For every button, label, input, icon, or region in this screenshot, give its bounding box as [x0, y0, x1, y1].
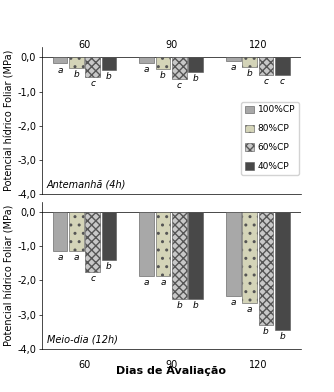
Text: a: a	[144, 65, 150, 74]
Text: a: a	[247, 305, 253, 314]
Text: b: b	[193, 74, 198, 83]
Text: 60: 60	[78, 360, 91, 370]
Text: Meio-dia (12h): Meio-dia (12h)	[47, 334, 118, 345]
Bar	[275, 212, 290, 330]
Text: a: a	[230, 64, 236, 73]
Text: c: c	[90, 79, 95, 88]
Bar	[242, 212, 257, 303]
Text: c: c	[90, 274, 95, 283]
Text: b: b	[279, 332, 285, 341]
Bar	[172, 212, 187, 299]
Bar	[259, 57, 273, 75]
Text: 120: 120	[248, 40, 267, 50]
Y-axis label: Potencial hídrico Foliar (MPa): Potencial hídrico Foliar (MPa)	[4, 205, 14, 346]
Y-axis label: Potencial hídrico Foliar (MPa): Potencial hídrico Foliar (MPa)	[4, 50, 14, 191]
Bar	[156, 57, 170, 69]
Bar	[86, 212, 100, 272]
Bar	[69, 57, 84, 68]
X-axis label: Dias de Avaliação: Dias de Avaliação	[116, 366, 226, 376]
Text: b: b	[193, 301, 198, 310]
Bar	[226, 57, 241, 62]
Bar	[139, 57, 154, 63]
Text: c: c	[177, 81, 182, 90]
Bar	[188, 57, 203, 72]
Bar	[86, 57, 100, 77]
Bar	[275, 57, 290, 75]
Text: b: b	[160, 71, 166, 80]
Bar	[53, 212, 67, 251]
Text: a: a	[57, 65, 63, 74]
Text: 90: 90	[165, 40, 177, 50]
Bar	[242, 57, 257, 67]
Text: b: b	[106, 73, 112, 82]
Text: 60: 60	[78, 40, 91, 50]
Text: a: a	[74, 253, 79, 262]
Bar	[69, 212, 84, 251]
Text: a: a	[57, 253, 63, 262]
Text: Antemanhã (4h): Antemanhã (4h)	[47, 180, 126, 190]
Bar	[53, 57, 67, 64]
Text: c: c	[280, 77, 285, 86]
Text: b: b	[176, 301, 182, 310]
Text: a: a	[230, 298, 236, 307]
Bar	[139, 212, 154, 276]
Text: 90: 90	[165, 360, 177, 370]
Text: a: a	[144, 278, 150, 287]
Text: 120: 120	[248, 360, 267, 370]
Text: c: c	[264, 77, 269, 86]
Bar	[172, 57, 187, 78]
Bar	[156, 212, 170, 276]
Bar	[188, 212, 203, 299]
Text: b: b	[247, 69, 253, 78]
Text: b: b	[263, 327, 269, 336]
Bar	[259, 212, 273, 325]
Text: a: a	[160, 278, 166, 287]
Bar	[102, 57, 116, 70]
Bar	[226, 212, 241, 296]
Text: b: b	[106, 262, 112, 271]
Text: b: b	[73, 70, 79, 79]
Legend: 100%CP, 80%CP, 60%CP, 40%CP: 100%CP, 80%CP, 60%CP, 40%CP	[241, 102, 299, 175]
Bar	[102, 212, 116, 260]
